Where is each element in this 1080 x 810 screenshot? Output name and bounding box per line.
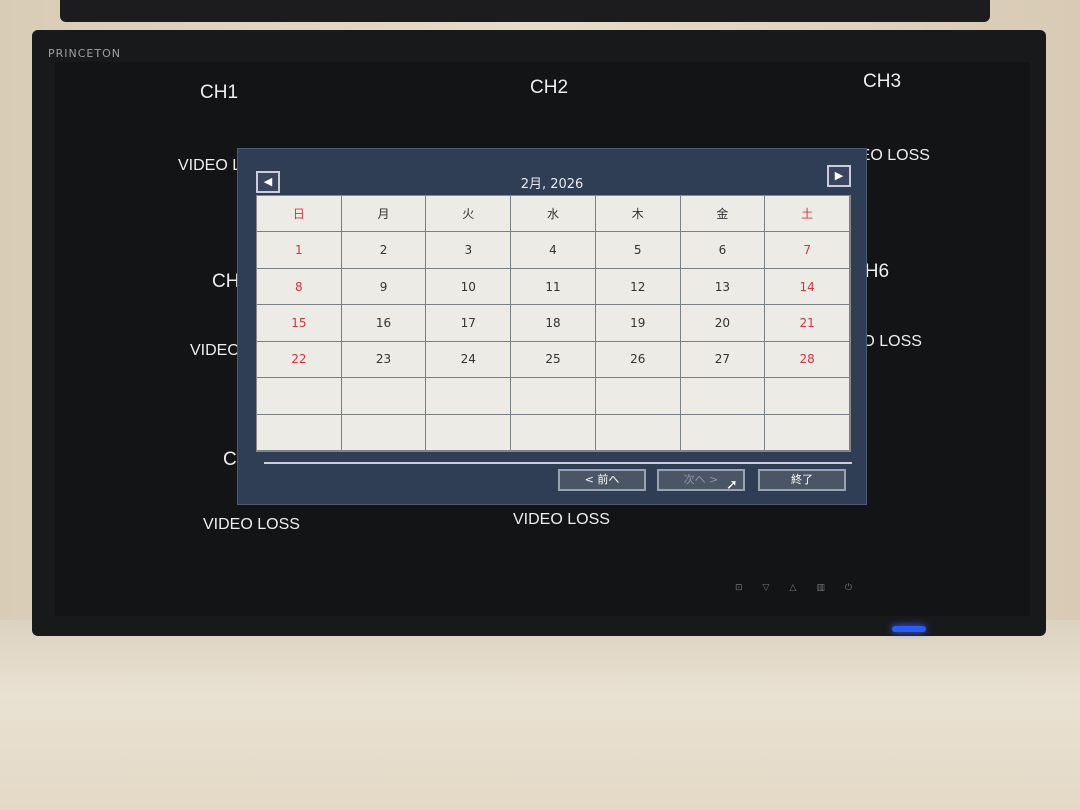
empty-cell [511, 378, 596, 415]
calendar-title: 2月, 2026 [520, 177, 584, 192]
weekday-header: 金 [680, 196, 766, 233]
empty-cell [426, 414, 512, 451]
weekday-header: 月 [341, 196, 427, 233]
day-cell[interactable]: 22 [257, 341, 342, 379]
day-cell[interactable]: 21 [765, 305, 850, 342]
day-cell[interactable]: 4 [511, 232, 596, 269]
weekday-header: 木 [595, 196, 681, 233]
upper-monitor [60, 0, 990, 22]
day-cell[interactable]: 7 [765, 232, 850, 269]
channel-label-ch2: CH2 [530, 77, 569, 98]
mouse-cursor-icon: ➚ [726, 477, 738, 493]
day-cell[interactable]: 8 [257, 268, 342, 306]
day-cell[interactable]: 5 [595, 232, 681, 269]
empty-cell [595, 414, 681, 451]
next-button[interactable]: 次へ > [657, 469, 745, 491]
empty-cell [341, 378, 427, 415]
empty-cell [257, 414, 342, 451]
weekday-header: 水 [511, 196, 596, 233]
day-cell[interactable]: 15 [257, 305, 342, 342]
divider [264, 462, 852, 464]
input-icon[interactable]: ⊡ [735, 583, 743, 593]
arrow-right-icon: ▶ [834, 169, 844, 182]
empty-cell [680, 414, 766, 451]
day-cell[interactable]: 26 [595, 341, 681, 379]
desk [0, 620, 1080, 810]
day-cell[interactable]: 11 [511, 268, 596, 306]
weekday-header: 日 [257, 196, 342, 233]
day-cell[interactable]: 23 [341, 341, 427, 379]
day-cell[interactable]: 10 [426, 268, 512, 306]
prev-button[interactable]: < 前へ [558, 469, 646, 491]
empty-cell [595, 378, 681, 415]
down-icon[interactable]: ▽ [762, 583, 770, 593]
brand-logo: PRINCETON [48, 47, 121, 60]
empty-cell [765, 378, 850, 415]
day-cell[interactable]: 2 [341, 232, 427, 269]
weekday-header: 土 [765, 196, 850, 233]
channel-label-ch3: CH3 [863, 71, 902, 92]
menu-icon[interactable]: ▥ [816, 583, 825, 593]
exit-button[interactable]: 終了 [758, 469, 846, 491]
video-loss-ch7: VIDEO LOSS [203, 516, 300, 533]
day-cell[interactable]: 19 [595, 305, 681, 342]
day-cell[interactable]: 16 [341, 305, 427, 342]
day-cell[interactable]: 18 [511, 305, 596, 342]
power-led [892, 626, 926, 632]
day-cell[interactable]: 20 [680, 305, 766, 342]
empty-cell [765, 414, 850, 451]
day-cell[interactable]: 27 [680, 341, 766, 379]
up-icon[interactable]: △ [789, 583, 797, 593]
empty-cell [426, 378, 512, 415]
day-cell[interactable]: 25 [511, 341, 596, 379]
empty-cell [680, 378, 766, 415]
empty-cell [257, 378, 342, 415]
day-cell[interactable]: 6 [680, 232, 766, 269]
day-cell[interactable]: 1 [257, 232, 342, 269]
day-cell[interactable]: 13 [680, 268, 766, 306]
empty-cell [511, 414, 596, 451]
day-cell[interactable]: 14 [765, 268, 850, 306]
channel-label-ch1: CH1 [200, 82, 239, 103]
weekday-header: 火 [426, 196, 512, 233]
day-cell[interactable]: 3 [426, 232, 512, 269]
calendar-dialog: ◀ ▶ 2月, 2026 日月火水木金土 1 2 3 4 5 6 7 8 9 10 11 12 13 14 1… [237, 148, 867, 505]
day-cell[interactable]: 17 [426, 305, 512, 342]
video-loss-ch8: VIDEO LOSS [513, 511, 610, 528]
next-month-button[interactable]: ▶ [827, 165, 851, 187]
empty-cell [341, 414, 427, 451]
day-cell[interactable]: 24 [426, 341, 512, 379]
calendar-grid: 日月火水木金土 1 2 3 4 5 6 7 8 9 10 11 12 13 14 15 16 17 18 19 20 21… [256, 195, 851, 452]
day-cell[interactable]: 12 [595, 268, 681, 306]
arrow-left-icon: ◀ [263, 175, 273, 188]
day-cell[interactable]: 28 [765, 341, 850, 379]
power-icon[interactable]: ⏻ [844, 583, 853, 593]
day-cell[interactable]: 9 [341, 268, 427, 306]
prev-month-button[interactable]: ◀ [256, 171, 280, 193]
monitor-buttons: ⊡ ▽ △ ▥ ⏻ [735, 583, 852, 593]
